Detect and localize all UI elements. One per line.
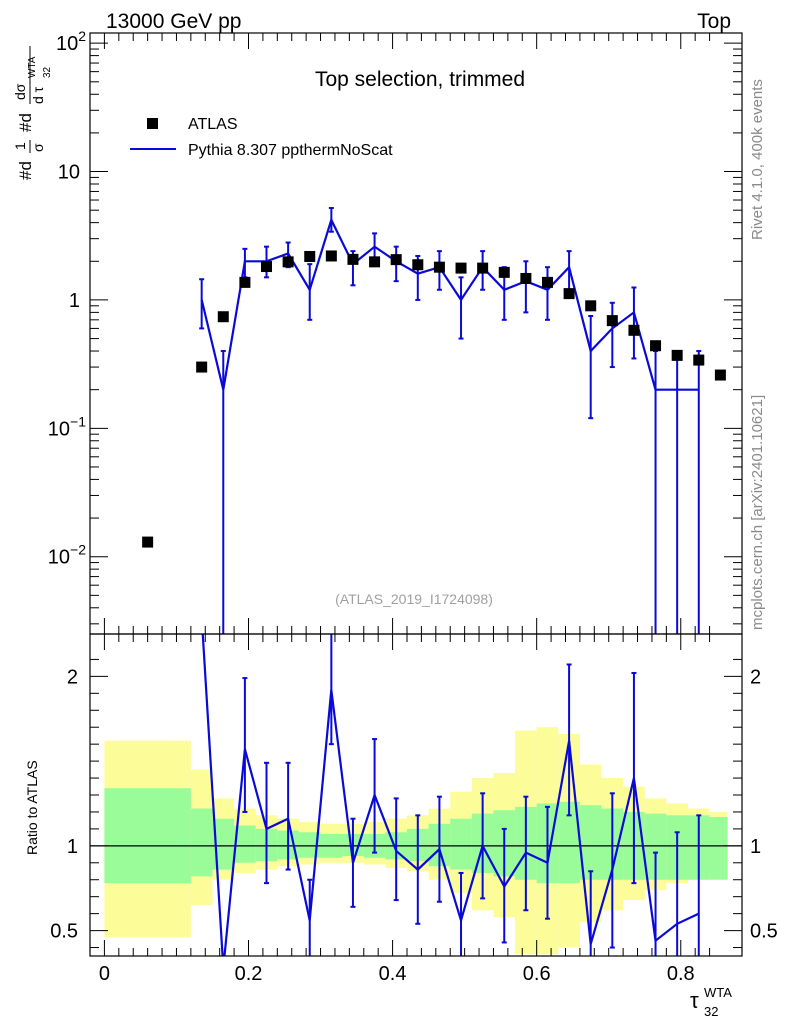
legend-pythia-label: Pythia 8.307 ppthermNoScat — [188, 142, 393, 159]
ratio-plot-panel: 0.5 0.5 1 1 2 2 0 0.2 0.4 0.6 0.8 Ratio to ATLAS τ… — [24, 633, 778, 1019]
atlas-data-point — [217, 311, 229, 323]
ratio-y-tick-label-right: 2 — [750, 666, 761, 688]
atlas-data-point — [498, 266, 510, 278]
header-left-label: 13000 GeV pp — [106, 10, 241, 33]
atlas-data-point — [369, 256, 381, 268]
legend: ATLAS Pythia 8.307 ppthermNoScat — [130, 116, 393, 159]
atlas-data-point — [239, 276, 251, 288]
ylabel-prefix-1: #d — [16, 161, 35, 180]
xlabel-main: τ — [690, 988, 699, 1013]
ratio-y-tick-label-left: 2 — [67, 666, 78, 688]
atlas-data-point — [196, 361, 208, 373]
ylabel-sub: 32 — [42, 66, 53, 78]
main-y-tick-label: 10−1 — [48, 413, 86, 440]
main-y-tick-label: 1 — [69, 290, 80, 312]
ratio-pythia-line — [201, 634, 700, 956]
ylabel-prefix-2: #d — [16, 113, 35, 132]
ylabel-sup: WTA — [27, 56, 38, 78]
atlas-data-point — [412, 259, 424, 271]
atlas-data-point — [563, 288, 575, 300]
analysis-label: (ATLAS_2019_I1724098) — [335, 591, 493, 607]
main-y-tick-label: 10−2 — [48, 542, 86, 569]
main-y-axis-label: #d 1 σ #d dσ d τ WTA 32 — [12, 46, 53, 180]
uncertainty-band-inner — [709, 817, 728, 880]
atlas-data-point — [541, 276, 553, 288]
atlas-data-point — [347, 253, 359, 265]
ratio-y-axis-label: Ratio to ATLAS — [24, 760, 40, 855]
atlas-data-point — [671, 349, 683, 361]
x-tick-label: 0 — [99, 963, 110, 985]
atlas-data-point — [477, 262, 489, 274]
uncertainty-band-inner — [558, 801, 580, 884]
main-y-tick-label: 102 — [56, 28, 86, 55]
legend-atlas-label: ATLAS — [188, 116, 238, 133]
uncertainty-band-inner — [234, 825, 256, 863]
atlas-data-point — [282, 256, 294, 268]
uncertainty-band-inner — [450, 818, 472, 870]
ratio-y-tick-label-left: 1 — [67, 836, 78, 858]
ylabel-den1: σ — [30, 143, 46, 152]
uncertainty-band-inner — [579, 805, 602, 880]
atlas-data-point — [325, 250, 337, 262]
atlas-data-point — [714, 369, 726, 381]
x-tick-label: 0.6 — [523, 963, 551, 985]
ylabel-den2: d τ — [30, 86, 46, 104]
main-plot-title: Top selection, trimmed — [315, 68, 525, 91]
atlas-data-point — [390, 254, 402, 266]
ratio-y-tick-label-left: 0.5 — [50, 921, 78, 943]
ylabel-num1: 1 — [12, 142, 28, 150]
uncertainty-band-inner — [212, 818, 235, 870]
mcplots-credit-label: mcplots.cern.ch [arXiv:2401.10621] — [749, 395, 766, 630]
atlas-data-point — [606, 315, 618, 327]
x-tick-label: 0.8 — [667, 963, 695, 985]
main-y-tick-label: 10 — [58, 162, 80, 184]
atlas-data-point — [650, 340, 662, 352]
atlas-data-point — [520, 272, 532, 284]
uncertainty-band-inner — [190, 808, 213, 877]
uncertainty-band-inner — [644, 813, 667, 880]
main-plot-panel: 10−2 10−1 1 10 102 Top selection, trimmed (A… — [12, 28, 743, 635]
atlas-data-point — [304, 250, 316, 262]
atlas-data-point — [142, 536, 154, 548]
atlas-data-point — [261, 261, 273, 273]
ratio-y-tick-label-right: 0.5 — [750, 921, 778, 943]
pythia-line — [200, 216, 699, 391]
atlas-data-point — [455, 262, 467, 274]
xlabel-sup: WTA — [704, 985, 732, 1000]
x-tick-label: 0.4 — [379, 963, 407, 985]
rivet-version-label: Rivet 4.1.0, 400k events — [749, 79, 766, 240]
atlas-data-point — [585, 300, 597, 312]
ratio-y-tick-label-right: 1 — [750, 836, 761, 858]
xlabel-sub: 32 — [704, 1004, 718, 1019]
x-tick-label: 0.2 — [235, 963, 263, 985]
uncertainty-band-inner — [104, 788, 191, 884]
legend-atlas-marker — [147, 118, 158, 129]
ylabel-num2: dσ — [12, 83, 28, 100]
atlas-data-point — [433, 261, 445, 273]
x-axis-label: τ WTA 32 — [690, 985, 732, 1019]
atlas-data-point — [628, 324, 640, 336]
header-right-label: Top — [697, 10, 731, 33]
atlas-data-point — [693, 354, 705, 366]
